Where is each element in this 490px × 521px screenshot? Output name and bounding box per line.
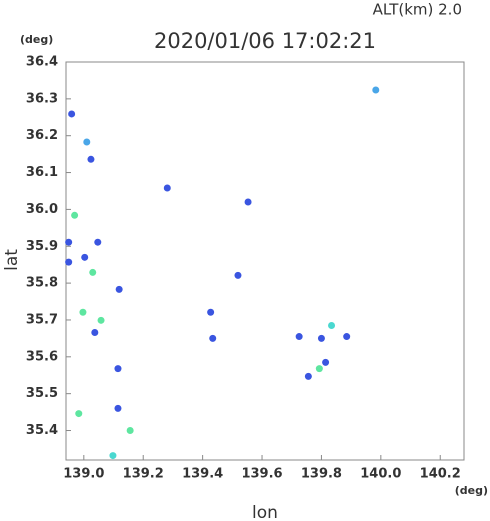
echo-point bbox=[91, 328, 99, 336]
y-tick-label: 36.4 bbox=[26, 55, 58, 70]
echo-point bbox=[207, 308, 215, 316]
echo-point bbox=[83, 138, 91, 146]
echo-point bbox=[209, 334, 217, 342]
altitude-label: ALT(km) 2.0 bbox=[373, 1, 462, 19]
x-tick-label: 139.6 bbox=[241, 467, 282, 482]
y-tick-label: 35.6 bbox=[26, 349, 58, 364]
echo-point bbox=[65, 238, 73, 246]
echo-point bbox=[304, 372, 312, 380]
y-tick-label: 36.3 bbox=[26, 91, 58, 106]
echo-point bbox=[328, 321, 336, 329]
echo-point bbox=[317, 334, 325, 342]
echo-point bbox=[71, 211, 79, 219]
y-tick-label: 35.4 bbox=[26, 423, 58, 438]
echo-point bbox=[372, 86, 380, 94]
y-tick-label: 36.2 bbox=[26, 128, 58, 143]
echo-point bbox=[126, 427, 134, 435]
echo-point bbox=[65, 258, 73, 266]
y-tick-label: 35.5 bbox=[26, 386, 58, 401]
echo-point bbox=[343, 333, 351, 341]
y-tick-label: 35.7 bbox=[26, 312, 58, 327]
echo-point bbox=[234, 271, 242, 279]
echo-point bbox=[87, 155, 95, 163]
x-tick-label: 140.0 bbox=[360, 467, 401, 482]
y-unit: (deg) bbox=[20, 33, 53, 46]
echo-point bbox=[115, 285, 123, 293]
echo-point bbox=[114, 404, 122, 412]
echo-point bbox=[322, 358, 330, 366]
echo-point bbox=[109, 452, 117, 460]
chart-title: 2020/01/06 17:02:21 bbox=[154, 29, 376, 53]
echo-point bbox=[79, 308, 87, 316]
echo-point bbox=[163, 184, 171, 192]
echo-point bbox=[244, 198, 252, 206]
echo-point bbox=[75, 410, 83, 418]
x-tick-label: 139.2 bbox=[123, 467, 164, 482]
echo-point bbox=[97, 316, 105, 324]
echo-point bbox=[81, 253, 89, 261]
echo-point bbox=[295, 333, 303, 341]
x-tick-label: 139.4 bbox=[182, 467, 223, 482]
y-tick-label: 35.8 bbox=[26, 276, 58, 291]
x-unit: (deg) bbox=[455, 484, 488, 497]
echo-point bbox=[94, 238, 102, 246]
y-tick-label: 36.1 bbox=[26, 165, 58, 180]
y-tick-label: 36.0 bbox=[26, 202, 58, 217]
x-tick-label: 139.0 bbox=[63, 467, 104, 482]
echo-point bbox=[68, 110, 76, 118]
plot-frame bbox=[65, 61, 465, 461]
x-axis-label: lon bbox=[252, 503, 278, 521]
y-tick-label: 35.9 bbox=[26, 239, 58, 254]
echo-point bbox=[114, 365, 122, 373]
x-tick-label: 139.8 bbox=[301, 467, 342, 482]
x-tick-label: 140.2 bbox=[420, 467, 461, 482]
echo-point bbox=[89, 268, 97, 276]
y-axis-label: lat bbox=[2, 249, 22, 271]
echo-point bbox=[315, 365, 323, 373]
